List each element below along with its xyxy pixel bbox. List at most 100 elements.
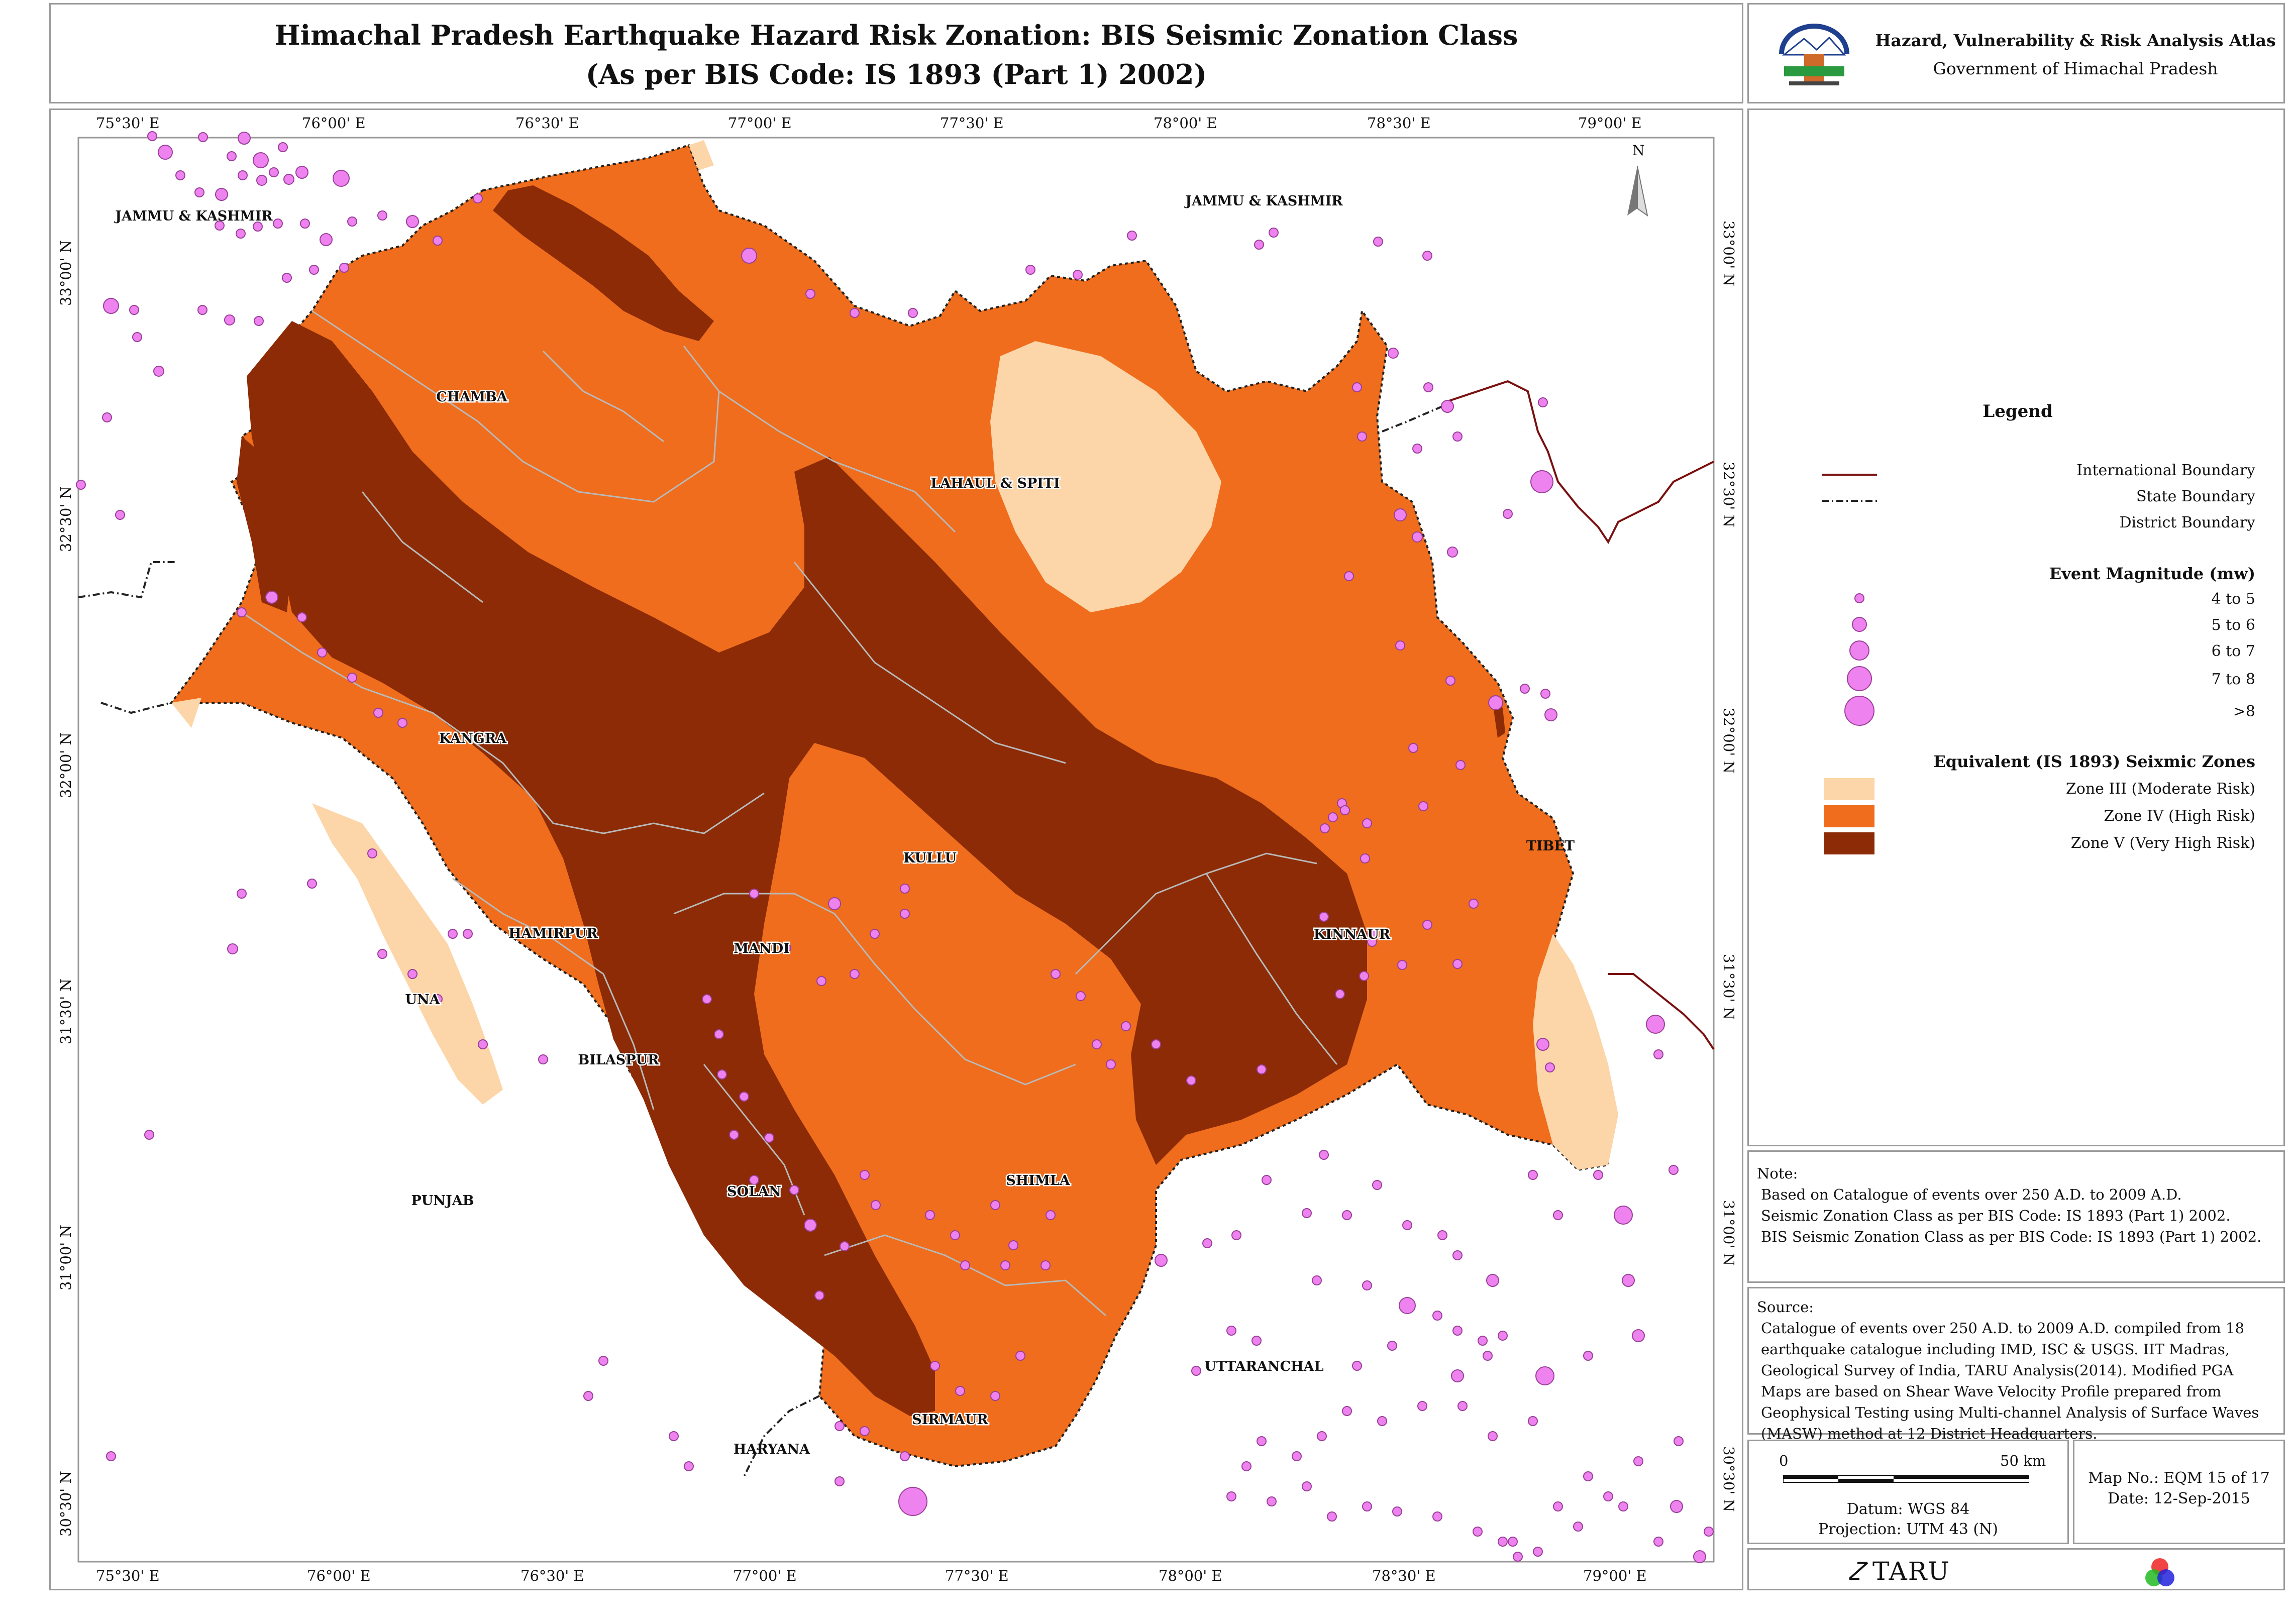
- international-boundary: [1447, 380, 1715, 1050]
- lat-tick-right-1: 33°00' N: [1720, 221, 1737, 286]
- hazard-map[interactable]: 75°30' E 76°00' E 76°30' E 77°00' E 77°3…: [51, 110, 1742, 1589]
- lon-tick-top-1: 75°30' E: [96, 115, 160, 132]
- event-marker: [1362, 1501, 1372, 1511]
- event-marker: [129, 305, 139, 315]
- event-marker: [598, 1356, 608, 1366]
- lon-tick-bottom-8: 79°00' E: [1583, 1567, 1647, 1584]
- lat-tick-right-4: 31°30' N: [1720, 954, 1737, 1020]
- note-panel: Note: Based on Catalogue of events over …: [1747, 1150, 2285, 1283]
- event-marker: [871, 1200, 881, 1210]
- event-marker: [1000, 1260, 1010, 1270]
- label-haryana: HARYANA: [734, 1442, 810, 1457]
- event-marker: [278, 142, 288, 152]
- event-marker: [1418, 801, 1428, 811]
- scale-panel: 0 50 km Datum: WGS 84 Projection: UTM 43…: [1747, 1440, 2069, 1544]
- event-marker: [373, 708, 383, 718]
- event-marker: [930, 1361, 940, 1371]
- legend-state-boundary: State Boundary: [2136, 488, 2255, 505]
- event-marker: [860, 1170, 870, 1180]
- event-marker: [1513, 1552, 1523, 1562]
- event-marker: [215, 188, 228, 201]
- lat-tick-left-5: 31°00' N: [57, 1225, 74, 1290]
- event-marker: [1704, 1527, 1714, 1537]
- lon-tick-bottom-4: 77°00' E: [733, 1567, 797, 1584]
- event-marker: [1328, 812, 1338, 822]
- event-marker: [1392, 1506, 1402, 1517]
- map-date: Date: 12-Sep-2015: [2108, 1490, 2250, 1507]
- event-marker: [1423, 382, 1433, 392]
- event-marker: [1397, 960, 1407, 970]
- event-marker: [1633, 1456, 1643, 1466]
- zone-v-kinnaur-spot: [1493, 703, 1505, 738]
- event-marker: [1535, 1366, 1554, 1385]
- event-marker: [238, 170, 248, 180]
- event-marker: [840, 1241, 850, 1251]
- label-jammu-kashmir-north: JAMMU & KASHMIR: [1184, 193, 1343, 209]
- event-marker: [828, 897, 841, 910]
- event-marker: [1191, 1366, 1201, 1376]
- event-marker: [76, 480, 86, 490]
- lon-tick-top-7: 78°30' E: [1367, 115, 1431, 132]
- zone-iii-swatch: [1824, 778, 1874, 800]
- event-marker: [1046, 1210, 1056, 1220]
- event-marker: [925, 1210, 935, 1220]
- event-marker: [339, 263, 349, 273]
- event-marker: [1377, 1416, 1387, 1426]
- event-marker: [1573, 1522, 1583, 1532]
- datum-text: Datum: WGS 84: [1846, 1500, 1970, 1518]
- event-marker: [960, 1260, 970, 1270]
- event-marker: [1488, 695, 1503, 710]
- label-lahaul-spiti: LAHAUL & SPITI: [930, 476, 1060, 491]
- event-marker: [227, 151, 237, 161]
- atlas-header: Hazard, Vulnerability & Risk Analysis At…: [1747, 3, 2285, 103]
- event-marker: [224, 314, 235, 326]
- zone-v-central-band: [247, 321, 1367, 1416]
- event-marker: [347, 216, 357, 227]
- lon-tick-top-5: 77°30' E: [940, 115, 1004, 132]
- event-marker: [132, 332, 142, 342]
- lon-tick-top-3: 76°30' E: [515, 115, 579, 132]
- legend-mag-5-6: 5 to 6: [2211, 616, 2255, 634]
- event-marker: [236, 229, 246, 239]
- event-marker: [850, 969, 860, 979]
- event-marker: [1395, 640, 1405, 651]
- event-marker: [1536, 1038, 1549, 1051]
- zone-iii-una: [312, 803, 503, 1105]
- event-marker: [1622, 1274, 1635, 1287]
- event-marker: [1073, 270, 1083, 280]
- event-marker: [1025, 265, 1035, 275]
- event-marker: [1320, 823, 1330, 833]
- event-marker: [1357, 431, 1367, 442]
- event-marker: [714, 1029, 724, 1039]
- event-marker: [1186, 1075, 1196, 1086]
- zone-v-swatch: [1824, 832, 1874, 854]
- label-una: UNA: [405, 992, 440, 1008]
- event-marker: [583, 1391, 593, 1401]
- event-marker: [898, 1487, 927, 1516]
- event-marker: [1669, 1165, 1679, 1175]
- event-marker: [1155, 1254, 1168, 1267]
- map-frame[interactable]: 75°30' E 76°00' E 76°30' E 77°00' E 77°3…: [49, 109, 1743, 1590]
- note-line-1: Based on Catalogue of events over 250 A.…: [1761, 1186, 2182, 1203]
- lon-tick-bottom-1: 75°30' E: [96, 1567, 160, 1584]
- event-marker: [256, 175, 267, 186]
- event-marker: [814, 1290, 824, 1301]
- lat-tick-right-2: 32°30' N: [1720, 462, 1737, 527]
- event-marker: [804, 1219, 817, 1232]
- event-marker: [253, 152, 269, 168]
- event-marker: [1486, 1274, 1499, 1287]
- event-marker: [1319, 912, 1329, 922]
- event-marker: [1344, 571, 1354, 581]
- event-marker: [106, 1451, 116, 1461]
- event-marker: [1327, 1511, 1337, 1522]
- legend-zones-title: Equivalent (IS 1893) Seixmic Zones: [1933, 752, 2255, 771]
- event-marker: [254, 316, 264, 326]
- event-marker: [1432, 1511, 1442, 1522]
- event-marker: [115, 510, 125, 520]
- event-marker: [1399, 1297, 1416, 1314]
- event-marker: [1452, 1326, 1463, 1336]
- lat-tick-right-6: 30°30' N: [1720, 1446, 1737, 1512]
- event-marker: [237, 607, 247, 617]
- event-marker: [900, 1451, 910, 1461]
- source-heading: Source:: [1757, 1298, 1814, 1316]
